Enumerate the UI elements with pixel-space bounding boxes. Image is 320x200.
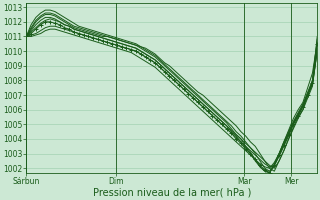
X-axis label: Pression niveau de la mer( hPa ): Pression niveau de la mer( hPa ) — [92, 187, 251, 197]
